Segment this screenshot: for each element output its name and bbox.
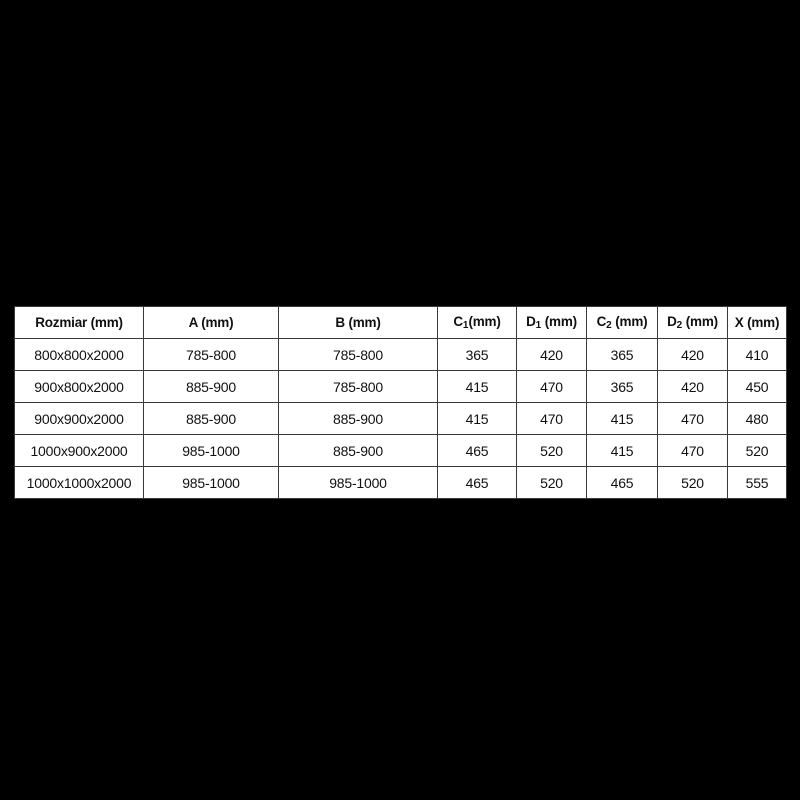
cell-c1: 365 — [437, 338, 517, 371]
cell-d2: 420 — [657, 338, 728, 371]
cell-c2: 365 — [586, 370, 658, 403]
cell-x: 555 — [727, 466, 787, 499]
cell-a: 985-1000 — [143, 466, 279, 499]
cell-d2: 470 — [657, 402, 728, 435]
column-header-b-label: B (mm) — [335, 315, 381, 330]
cell-size: 900x800x2000 — [14, 370, 144, 403]
cell-b: 885-900 — [278, 434, 438, 467]
cell-x: 450 — [727, 370, 787, 403]
table-body: 800x800x2000 785-800 785-800 365 420 365… — [14, 338, 787, 499]
column-header-a: A (mm) — [143, 306, 279, 339]
cell-d2: 420 — [657, 370, 728, 403]
cell-c2: 465 — [586, 466, 658, 499]
table-header-row: Rozmiar (mm) A (mm) B (mm) C1(mm) D1 (mm… — [14, 306, 787, 339]
column-header-a-label: A (mm) — [188, 315, 234, 330]
column-header-c1: C1(mm) — [437, 306, 517, 339]
column-header-c2-unit: (mm) — [611, 313, 648, 329]
cell-c1: 415 — [437, 370, 517, 403]
cell-d1: 520 — [516, 466, 587, 499]
cell-c1: 465 — [437, 434, 517, 467]
cell-c2: 415 — [586, 434, 658, 467]
column-header-c1-base: C — [453, 313, 463, 329]
cell-size: 900x900x2000 — [14, 402, 144, 435]
column-header-d2-base: D — [667, 313, 677, 329]
specification-table-container: Rozmiar (mm) A (mm) B (mm) C1(mm) D1 (mm… — [14, 306, 787, 499]
cell-d2: 470 — [657, 434, 728, 467]
column-header-c2: C2 (mm) — [586, 306, 658, 339]
column-header-c1-subscript: 1 — [462, 320, 469, 332]
cell-d1: 470 — [516, 370, 587, 403]
column-header-d1-subscript: 1 — [535, 320, 542, 332]
column-header-d1: D1 (mm) — [516, 306, 587, 339]
cell-a: 985-1000 — [143, 434, 279, 467]
column-header-c2-subscript: 2 — [606, 320, 612, 332]
cell-x: 480 — [727, 402, 787, 435]
cell-size: 1000x900x2000 — [14, 434, 144, 467]
cell-c2: 415 — [586, 402, 658, 435]
cell-b: 785-800 — [278, 338, 438, 371]
cell-c2: 365 — [586, 338, 658, 371]
column-header-d2-unit: (mm) — [682, 313, 718, 329]
cell-c1: 415 — [437, 402, 517, 435]
cell-b: 785-800 — [278, 370, 438, 403]
column-header-c1-unit: (mm) — [468, 313, 501, 329]
column-header-b: B (mm) — [278, 306, 438, 339]
cell-d2: 520 — [657, 466, 728, 499]
table-row: 800x800x2000 785-800 785-800 365 420 365… — [14, 338, 787, 371]
column-header-x: X (mm) — [727, 306, 787, 339]
cell-a: 885-900 — [143, 370, 279, 403]
table-row: 900x900x2000 885-900 885-900 415 470 415… — [14, 402, 787, 435]
column-header-d2-subscript: 2 — [676, 320, 683, 332]
column-header-d1-base: D — [526, 313, 536, 329]
column-header-d1-unit: (mm) — [541, 313, 577, 329]
table-row: 1000x1000x2000 985-1000 985-1000 465 520… — [14, 466, 787, 499]
table-row: 900x800x2000 885-900 785-800 415 470 365… — [14, 370, 787, 403]
column-header-size: Rozmiar (mm) — [14, 306, 144, 339]
cell-b: 985-1000 — [278, 466, 438, 499]
column-header-d2: D2 (mm) — [657, 306, 728, 339]
cell-x: 410 — [727, 338, 787, 371]
cell-b: 885-900 — [278, 402, 438, 435]
table-header: Rozmiar (mm) A (mm) B (mm) C1(mm) D1 (mm… — [14, 306, 787, 339]
cell-size: 800x800x2000 — [14, 338, 144, 371]
cell-d1: 470 — [516, 402, 587, 435]
column-header-x-label: X (mm) — [734, 315, 780, 330]
dimensions-table: Rozmiar (mm) A (mm) B (mm) C1(mm) D1 (mm… — [14, 306, 787, 499]
cell-c1: 465 — [437, 466, 517, 499]
cell-a: 885-900 — [143, 402, 279, 435]
column-header-size-label: Rozmiar (mm) — [35, 315, 123, 330]
cell-size: 1000x1000x2000 — [14, 466, 144, 499]
cell-x: 520 — [727, 434, 787, 467]
cell-a: 785-800 — [143, 338, 279, 371]
table-row: 1000x900x2000 985-1000 885-900 465 520 4… — [14, 434, 787, 467]
column-header-c2-base: C — [596, 313, 607, 329]
cell-d1: 420 — [516, 338, 587, 371]
cell-d1: 520 — [516, 434, 587, 467]
